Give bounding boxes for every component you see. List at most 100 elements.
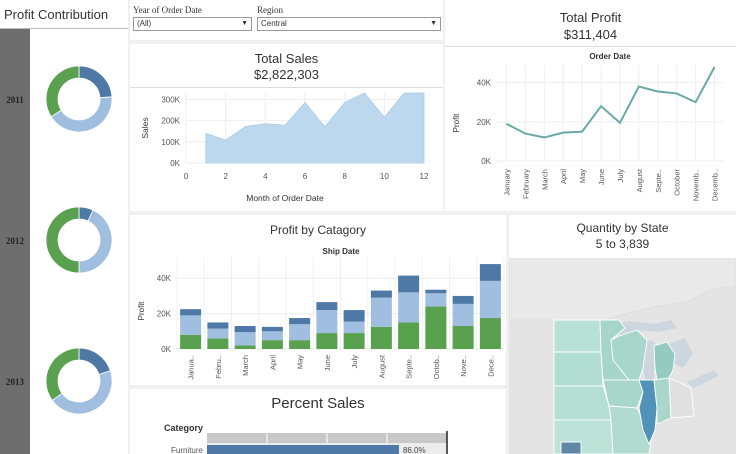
chevron-down-icon: ▼ [430,20,437,27]
bar-segment[interactable] [180,315,202,335]
bar-segment[interactable] [207,328,229,339]
profit-line[interactable] [505,66,716,139]
y-tick-label: 200K [161,117,180,126]
percent-label: 86.0% [403,446,426,454]
y-tick-label: 20K [157,310,172,319]
state-ohio[interactable] [668,377,695,419]
lake-huron [669,338,693,368]
bar-segment[interactable] [425,306,447,349]
bar-segment[interactable] [261,340,283,349]
state-michigan[interactable] [653,341,676,381]
filters-panel: Year of Order Date (All) ▼ Region Centra… [130,0,443,40]
profit-line-chart[interactable]: Order Date 0K 20K 40K January February March Ap… [445,47,736,211]
donut-slice[interactable] [50,96,113,133]
bar-segment[interactable] [316,333,338,349]
bar-segment[interactable] [180,334,202,349]
bar-segment[interactable] [289,340,311,349]
bar-segment[interactable] [234,332,256,346]
bar-segment[interactable] [289,318,311,325]
bar-segment[interactable] [452,326,474,349]
state-indiana[interactable] [653,377,672,425]
state-north-dakota[interactable] [553,319,602,353]
y-tick-label: 300K [161,95,180,104]
total-sales-title: Total Sales [254,51,319,66]
bar-segment[interactable] [370,290,392,298]
bar-segment[interactable] [479,280,501,319]
region-filter-dropdown[interactable]: Central ▼ [257,17,441,31]
x-tick-label: March [241,355,250,376]
percent-bar[interactable] [207,445,399,454]
donut-slice[interactable] [78,65,113,99]
x-tick-label: Janua.. [187,355,196,380]
bar-segment[interactable] [180,309,202,316]
y-tick-label: 40K [477,79,492,88]
state-nebraska[interactable] [553,385,612,421]
profit-contribution-title: Profit Contribution [4,7,109,22]
bar-segment[interactable] [452,295,474,304]
donut-slice[interactable] [45,206,80,274]
y-tick-label: 0K [170,159,180,168]
bar-segment[interactable] [207,338,229,349]
bar-segment[interactable] [234,326,256,333]
state-iowa[interactable] [602,379,644,409]
year-column [0,29,30,454]
bar-segment[interactable] [398,322,420,349]
percent-sales-bar-chart[interactable]: Furniture 86.0% [130,389,506,454]
bar-segment[interactable] [425,293,447,307]
year-label-2011: 2011 [6,95,24,105]
bar-segment[interactable] [479,318,501,349]
y-tick-label: 40K [157,274,172,283]
donut-slice[interactable] [45,65,80,118]
bar-segment[interactable] [316,310,338,334]
bar-segment[interactable] [452,303,474,326]
bar-segment[interactable] [343,321,365,334]
chevron-down-icon: ▼ [241,20,248,27]
x-tick-label: Septe.. [405,355,414,379]
bar-segment[interactable] [370,297,392,327]
state-oklahoma-edge[interactable] [560,441,582,454]
x-tick-label: 0 [184,172,189,181]
x-tick-label: August [377,354,386,378]
bar-segment[interactable] [398,292,420,323]
x-tick-label: 4 [263,172,268,181]
bar-segment[interactable] [261,326,283,332]
bar-segment[interactable] [234,345,256,349]
x-tick-label: April [268,355,277,370]
state-map[interactable] [509,258,736,454]
y-axis-label: Profit [452,113,461,132]
bar-segment[interactable] [398,275,420,293]
sales-area[interactable] [205,92,425,164]
x-tick-label: January [502,169,511,196]
bar-segment[interactable] [207,322,229,329]
lake-superior [609,320,677,336]
percent-sales-panel: Percent Sales Category Furniture 86.0% [130,389,506,454]
state-south-dakota[interactable] [553,351,604,387]
bar-segment[interactable] [343,333,365,349]
total-sales-panel: Total Sales $2,822,303 0 2 4 6 8 10 12 0K 100K 20… [130,44,443,211]
kpi-divider [130,87,443,88]
donut-slice[interactable] [78,347,111,376]
percent-sales-header: Category [164,423,204,433]
bar-segment[interactable] [370,326,392,349]
year-filter-label: Year of Order Date [133,5,202,15]
total-profit-panel: Total Profit $311,404 Order Date 0K 20K 40K… [445,0,736,211]
profit-stacked-bar-chart[interactable]: Ship Date 0K 20K 40K Janua.. Febru.. March Apri… [130,239,506,385]
bar-segment[interactable] [316,302,338,311]
sales-area-chart[interactable]: 0 2 4 6 8 10 12 0K 100K 200K 300K Month of Order Da… [130,88,443,211]
profit-by-category-panel: Profit by Catagory Ship Date 0K 20K 40K Janu… [130,215,506,385]
x-tick-label: Febru.. [214,355,223,379]
x-tick-label: Decemb.. [711,169,720,201]
bar-segment[interactable] [343,310,365,322]
x-tick-label: 6 [303,172,308,181]
donut-slice[interactable] [45,347,80,401]
bar-segment[interactable] [425,289,447,294]
profit-contribution-panel: Profit Contribution 2011 2012 2013 [0,0,128,454]
bar-segment[interactable] [289,324,311,341]
bar-segment[interactable] [479,264,501,281]
percent-sales-title: Percent Sales [271,395,365,412]
y-axis-label: Profit [137,301,146,320]
lake-michigan [643,340,655,386]
bar-segment[interactable] [261,331,283,341]
year-filter-dropdown[interactable]: (All) ▼ [133,17,252,31]
donut-charts[interactable] [0,0,128,454]
